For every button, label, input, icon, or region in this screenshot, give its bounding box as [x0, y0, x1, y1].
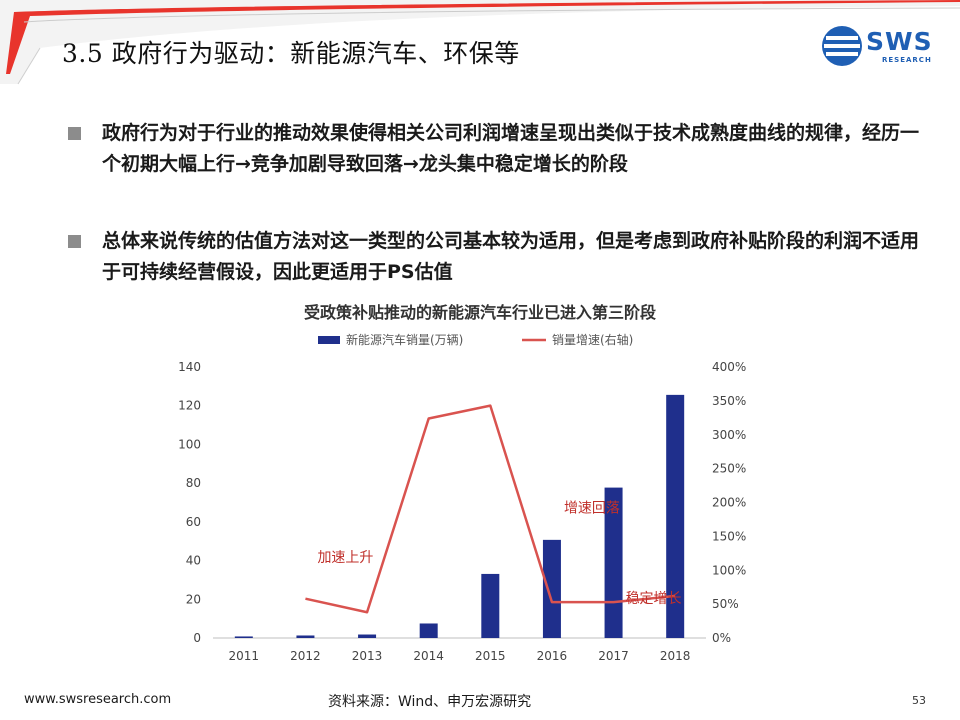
chart-annotation: 增速回落 [564, 501, 620, 517]
chart-title: 受政策补贴推动的新能源汽车行业已进入第三阶段 [303, 303, 656, 322]
y-right-tick-label: 50% [712, 597, 739, 611]
y-left-tick-label: 140 [178, 360, 201, 374]
logo-subtext: RESEARCH [882, 56, 932, 64]
bar [481, 573, 500, 638]
bar [419, 623, 438, 638]
logo-text: SWS [866, 27, 933, 56]
y-left-tick-label: 80 [186, 476, 201, 490]
bar [358, 634, 377, 638]
bar [542, 539, 561, 638]
sales-chart: 新能源汽车销量(万辆) 销量增速(右轴) 0204060801001201400… [178, 332, 746, 663]
header-swoosh-decoration [0, 0, 960, 85]
x-tick-label: 2013 [352, 649, 383, 663]
sws-logo: SWS RESEARCH [820, 24, 940, 68]
chart-annotation: 稳定增长 [626, 591, 682, 607]
slide-header: 3.5 政府行为驱动：新能源汽车、环保等 SWS RESEARCH [0, 0, 960, 86]
y-left-tick-label: 60 [186, 515, 201, 529]
y-right-tick-label: 300% [712, 428, 746, 442]
bullet-text: 政府行为对于行业的推动效果使得相关公司利润增速呈现出类似于技术成熟度曲线的规律，… [102, 122, 920, 175]
bar [666, 394, 685, 638]
y-right-tick-label: 400% [712, 360, 746, 374]
square-bullet-icon [68, 235, 81, 248]
y-left-tick-label: 120 [178, 399, 201, 413]
y-right-tick-label: 150% [712, 529, 746, 543]
bullet-item-1: 政府行为对于行业的推动效果使得相关公司利润增速呈现出类似于技术成熟度曲线的规律，… [68, 118, 928, 180]
x-tick-label: 2017 [598, 649, 629, 663]
logo-mark-icon [822, 26, 862, 66]
y-right-tick-label: 350% [712, 394, 746, 408]
legend-bar-swatch [318, 336, 340, 344]
legend-line-label: 销量增速(右轴) [552, 332, 633, 347]
y-left-tick-label: 20 [186, 592, 201, 606]
y-left-tick-label: 0 [193, 631, 201, 645]
bar [296, 635, 315, 638]
x-tick-label: 2014 [413, 649, 444, 663]
x-tick-label: 2012 [290, 649, 321, 663]
chart-annotation: 加速上升 [317, 550, 373, 566]
line-series [305, 404, 676, 614]
legend-bar-label: 新能源汽车销量(万辆) [346, 332, 463, 347]
bullet-text: 总体来说传统的估值方法对这一类型的公司基本较为适用，但是考虑到政府补贴阶段的利润… [102, 230, 920, 283]
chart-axes: 0 20 40 60 80 100 120 140 0% 50% 100% 150% 200% 250% 3… [178, 360, 746, 663]
x-tick-label: 2011 [229, 649, 260, 663]
y-right-tick-label: 200% [712, 496, 746, 510]
y-left-tick-label: 40 [186, 554, 201, 568]
square-bullet-icon [68, 127, 81, 140]
bar [234, 636, 253, 638]
footer-url: www.swsresearch.com [24, 692, 172, 707]
x-tick-label: 2018 [660, 649, 691, 663]
y-right-tick-label: 100% [712, 563, 746, 577]
x-tick-label: 2015 [475, 649, 506, 663]
y-left-tick-label: 100 [178, 437, 201, 451]
y-right-tick-label: 0% [712, 631, 731, 645]
bullet-item-2: 总体来说传统的估值方法对这一类型的公司基本较为适用，但是考虑到政府补贴阶段的利润… [68, 226, 928, 288]
chart-legend: 新能源汽车销量(万辆) 销量增速(右轴) [318, 332, 633, 347]
footer-source: 资料来源：Wind、申万宏源研究 [328, 694, 532, 710]
page-number: 53 [912, 694, 926, 707]
growth-line [305, 404, 676, 614]
y-right-tick-label: 250% [712, 462, 746, 476]
x-tick-label: 2016 [537, 649, 568, 663]
page-title: 3.5 政府行为驱动：新能源汽车、环保等 [62, 39, 520, 68]
